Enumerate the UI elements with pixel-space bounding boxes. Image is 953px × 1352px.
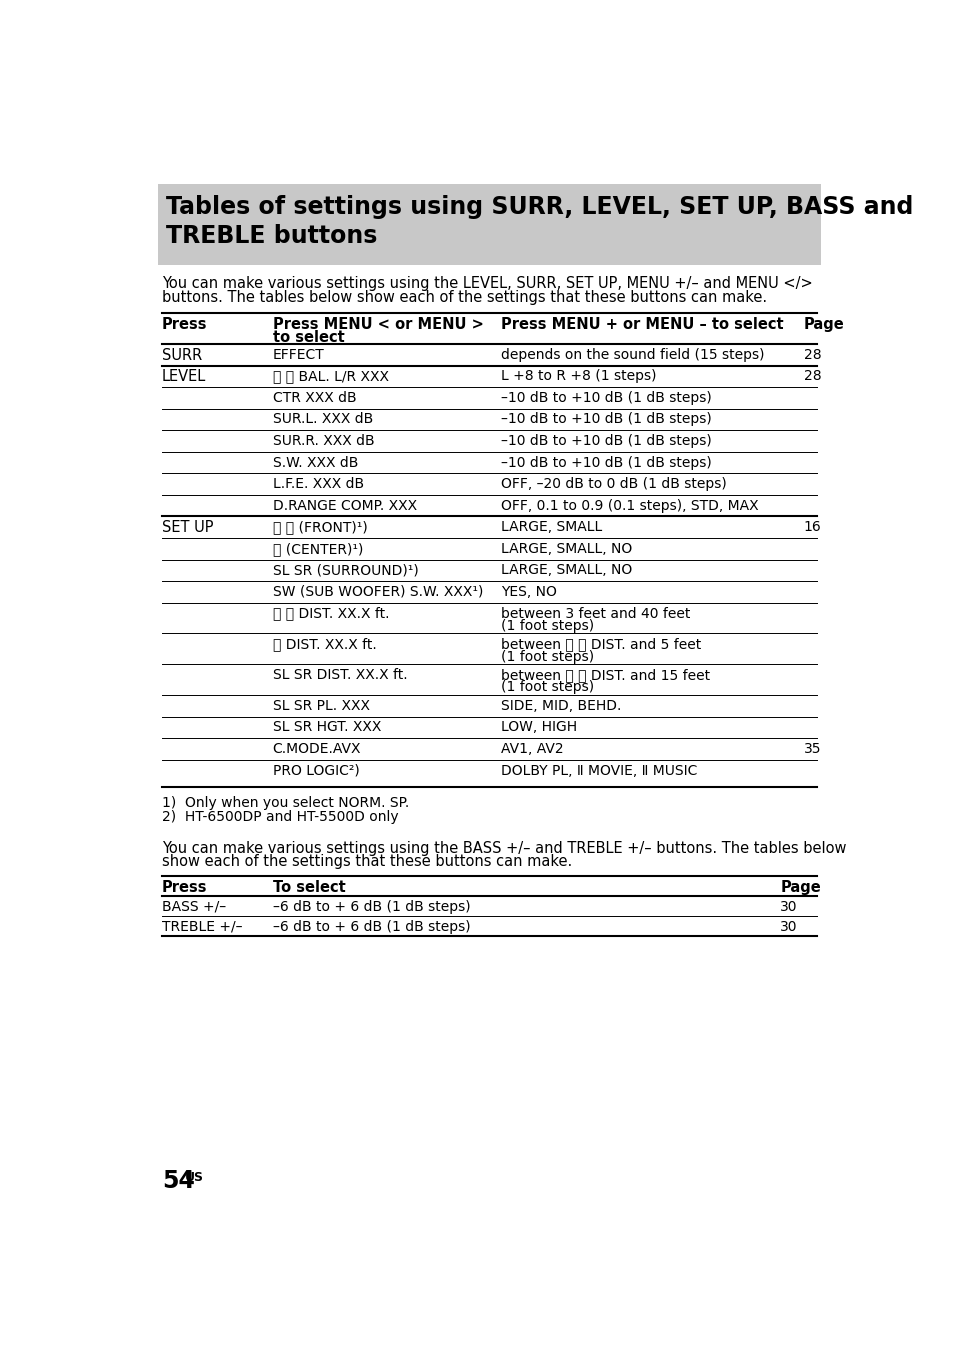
Text: 28: 28 (802, 369, 821, 384)
Text: –10 dB to +10 dB (1 dB steps): –10 dB to +10 dB (1 dB steps) (500, 456, 711, 469)
Text: PRO LOGIC²): PRO LOGIC²) (273, 764, 359, 777)
Text: SL SR DIST. XX.X ft.: SL SR DIST. XX.X ft. (273, 668, 407, 683)
Text: LEVEL: LEVEL (162, 369, 206, 384)
Text: 54: 54 (162, 1169, 194, 1194)
Text: TREBLE buttons: TREBLE buttons (166, 224, 376, 247)
Text: 16: 16 (802, 521, 821, 534)
Text: Press: Press (162, 880, 207, 895)
Text: 28: 28 (802, 347, 821, 362)
Text: 2)  HT-6500DP and HT-5500D only: 2) HT-6500DP and HT-5500D only (162, 810, 398, 823)
Text: AV1, AV2: AV1, AV2 (500, 742, 563, 756)
Text: –10 dB to +10 dB (1 dB steps): –10 dB to +10 dB (1 dB steps) (500, 391, 711, 406)
Text: –6 dB to + 6 dB (1 dB steps): –6 dB to + 6 dB (1 dB steps) (273, 900, 470, 914)
Text: (1 foot steps): (1 foot steps) (500, 650, 594, 664)
Text: between Ⓛ Ⓡ DIST. and 15 feet: between Ⓛ Ⓡ DIST. and 15 feet (500, 668, 710, 683)
Text: Ⓛ Ⓡ DIST. XX.X ft.: Ⓛ Ⓡ DIST. XX.X ft. (273, 607, 389, 621)
Text: TREBLE +/–: TREBLE +/– (162, 919, 242, 934)
Text: SL SR PL. XXX: SL SR PL. XXX (273, 699, 370, 713)
Text: 35: 35 (802, 742, 821, 756)
Text: SET UP: SET UP (162, 521, 213, 535)
Text: OFF, –20 dB to 0 dB (1 dB steps): OFF, –20 dB to 0 dB (1 dB steps) (500, 477, 726, 491)
Text: YES, NO: YES, NO (500, 585, 557, 599)
Text: Page: Page (780, 880, 821, 895)
Text: SUR.L. XXX dB: SUR.L. XXX dB (273, 412, 373, 426)
Text: between 3 feet and 40 feet: between 3 feet and 40 feet (500, 607, 690, 621)
Text: S.W. XXX dB: S.W. XXX dB (273, 456, 357, 469)
Text: SURR: SURR (162, 347, 202, 362)
Text: buttons. The tables below show each of the settings that these buttons can make.: buttons. The tables below show each of t… (162, 291, 766, 306)
FancyBboxPatch shape (158, 184, 820, 265)
Text: show each of the settings that these buttons can make.: show each of the settings that these but… (162, 854, 572, 869)
Text: –10 dB to +10 dB (1 dB steps): –10 dB to +10 dB (1 dB steps) (500, 412, 711, 426)
Text: LARGE, SMALL, NO: LARGE, SMALL, NO (500, 542, 632, 556)
Text: Tables of settings using SURR, LEVEL, SET UP, BASS and: Tables of settings using SURR, LEVEL, SE… (166, 195, 912, 219)
Text: 30: 30 (780, 900, 797, 914)
Text: –10 dB to +10 dB (1 dB steps): –10 dB to +10 dB (1 dB steps) (500, 434, 711, 448)
Text: Press MENU + or MENU – to select: Press MENU + or MENU – to select (500, 316, 783, 333)
Text: depends on the sound field (15 steps): depends on the sound field (15 steps) (500, 347, 764, 362)
Text: 30: 30 (780, 919, 797, 934)
Text: To select: To select (273, 880, 345, 895)
Text: LOW, HIGH: LOW, HIGH (500, 721, 577, 734)
Text: –6 dB to + 6 dB (1 dB steps): –6 dB to + 6 dB (1 dB steps) (273, 919, 470, 934)
Text: to select: to select (273, 330, 344, 345)
Text: Page: Page (802, 316, 843, 333)
Text: DOLBY PL, Ⅱ MOVIE, Ⅱ MUSIC: DOLBY PL, Ⅱ MOVIE, Ⅱ MUSIC (500, 764, 697, 777)
Text: D.RANGE COMP. XXX: D.RANGE COMP. XXX (273, 499, 416, 512)
Text: You can make various settings using the LEVEL, SURR, SET UP, MENU +/– and MENU <: You can make various settings using the … (162, 276, 812, 291)
Text: US: US (185, 1171, 204, 1184)
Text: Press: Press (162, 316, 207, 333)
Text: Ⓒ (CENTER)¹): Ⓒ (CENTER)¹) (273, 542, 363, 556)
Text: Ⓛ Ⓡ (FRONT)¹): Ⓛ Ⓡ (FRONT)¹) (273, 521, 367, 534)
Text: 1)  Only when you select NORM. SP.: 1) Only when you select NORM. SP. (162, 796, 409, 810)
Text: C.MODE.AVX: C.MODE.AVX (273, 742, 361, 756)
Text: L.F.E. XXX dB: L.F.E. XXX dB (273, 477, 363, 491)
Text: SL SR HGT. XXX: SL SR HGT. XXX (273, 721, 380, 734)
Text: SW (SUB WOOFER) S.W. XXX¹): SW (SUB WOOFER) S.W. XXX¹) (273, 585, 482, 599)
Text: You can make various settings using the BASS +/– and TREBLE +/– buttons. The tab: You can make various settings using the … (162, 841, 845, 856)
Text: SUR.R. XXX dB: SUR.R. XXX dB (273, 434, 374, 448)
Text: CTR XXX dB: CTR XXX dB (273, 391, 356, 406)
Text: SIDE, MID, BEHD.: SIDE, MID, BEHD. (500, 699, 621, 713)
Text: LARGE, SMALL: LARGE, SMALL (500, 521, 602, 534)
Text: SL SR (SURROUND)¹): SL SR (SURROUND)¹) (273, 564, 418, 577)
Text: BASS +/–: BASS +/– (162, 900, 226, 914)
Text: EFFECT: EFFECT (273, 347, 324, 362)
Text: LARGE, SMALL, NO: LARGE, SMALL, NO (500, 564, 632, 577)
Text: L +8 to R +8 (1 steps): L +8 to R +8 (1 steps) (500, 369, 656, 384)
Text: Ⓒ DIST. XX.X ft.: Ⓒ DIST. XX.X ft. (273, 637, 376, 652)
Text: Ⓛ Ⓡ BAL. L/R XXX: Ⓛ Ⓡ BAL. L/R XXX (273, 369, 388, 384)
Text: between Ⓛ Ⓡ DIST. and 5 feet: between Ⓛ Ⓡ DIST. and 5 feet (500, 637, 700, 652)
Text: Press MENU < or MENU >: Press MENU < or MENU > (273, 316, 483, 333)
Text: OFF, 0.1 to 0.9 (0.1 steps), STD, MAX: OFF, 0.1 to 0.9 (0.1 steps), STD, MAX (500, 499, 759, 512)
Text: (1 foot steps): (1 foot steps) (500, 680, 594, 695)
Text: (1 foot steps): (1 foot steps) (500, 619, 594, 633)
